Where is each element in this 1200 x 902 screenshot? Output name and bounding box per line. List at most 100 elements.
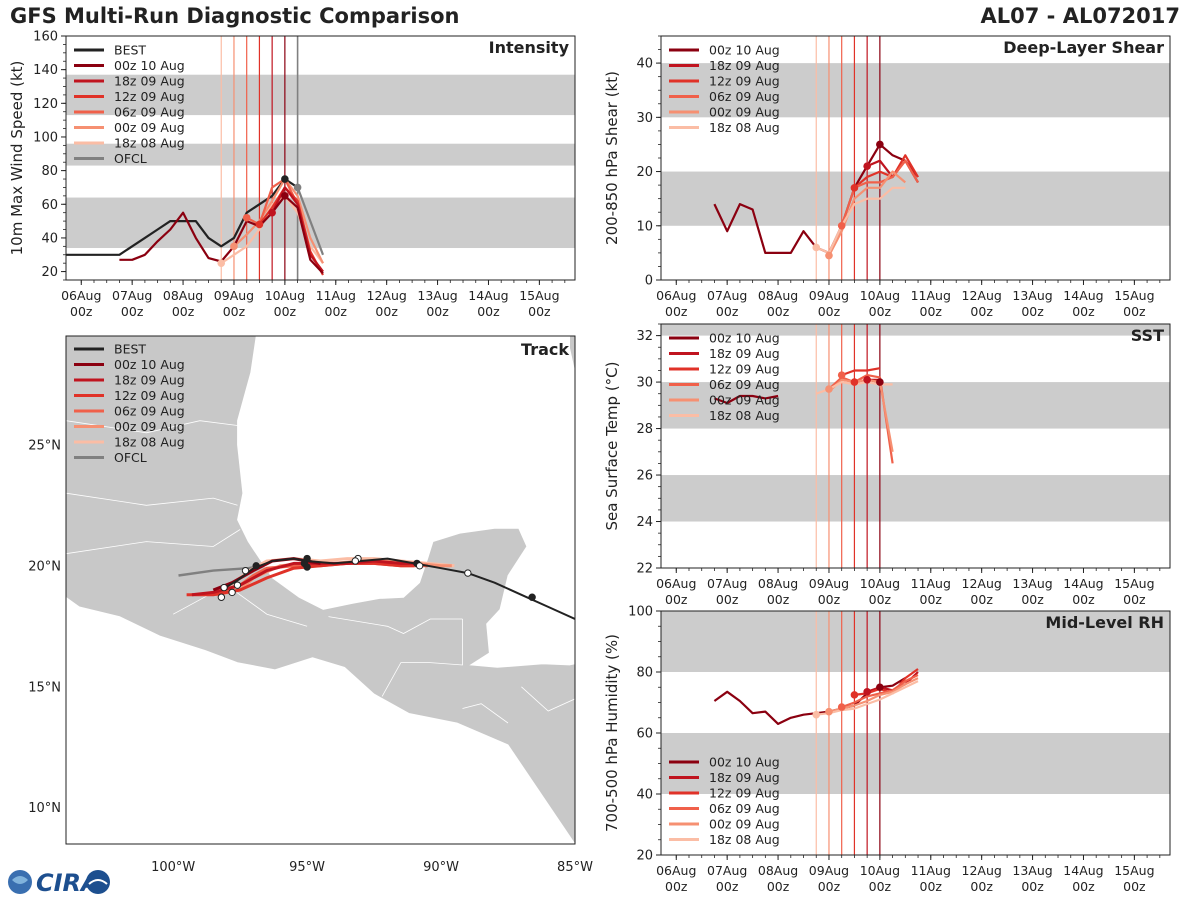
marker-run_12z09 <box>850 378 859 386</box>
shaded-band <box>66 197 575 249</box>
x-tick-label: 11Aug <box>911 576 951 591</box>
x-tick-label: 00z <box>426 304 449 319</box>
track-marker <box>233 581 242 589</box>
legend-label: 18z 09 Aug <box>709 770 780 785</box>
x-tick-label: 00z <box>767 879 790 894</box>
legend-label: 12z 09 Aug <box>114 89 185 104</box>
x-tick-label: 13Aug <box>1012 863 1052 878</box>
legend-label: 18z 09 Aug <box>114 373 185 388</box>
y-tick-label: 20 <box>41 265 58 280</box>
x-tick-label: 11Aug <box>911 288 951 303</box>
x-tick-label: 00z <box>869 879 892 894</box>
legend-label: BEST <box>114 43 146 58</box>
x-tick-label: 07Aug <box>112 288 152 303</box>
land-mass <box>66 336 575 844</box>
axes-frame <box>65 35 576 281</box>
y-tick-label: 100 <box>628 605 653 620</box>
marker-run_00z09 <box>825 251 833 260</box>
x-tick-label: 00z <box>920 592 943 607</box>
legend-label: 00z 10 Aug <box>709 331 780 346</box>
x-tick-label: 12Aug <box>962 863 1002 878</box>
legend-label: 00z 09 Aug <box>709 105 780 120</box>
y-tick-label: 20 <box>636 165 653 180</box>
x-tick-label: 00z <box>325 304 348 319</box>
x-tick-label: 00z <box>1123 304 1146 319</box>
legend-label: 12z 09 Aug <box>709 362 780 377</box>
marker-run_18z09 <box>863 375 871 384</box>
land-mass <box>569 336 575 373</box>
x-tick-label: 13Aug <box>1012 576 1052 591</box>
x-tick-label: 00z <box>869 592 892 607</box>
x-tick-label: 15Aug <box>1114 576 1154 591</box>
legend-label: 18z 08 Aug <box>709 120 780 135</box>
panel-title: Deep-Layer Shear <box>1003 38 1164 57</box>
intensity-panel: 2040608010012014016006Aug00z07Aug00z08Au… <box>8 30 576 319</box>
x-tick-label: 00z <box>223 304 246 319</box>
track-plot-area <box>66 336 575 844</box>
x-tick-label: 07Aug <box>707 288 747 303</box>
x-tick-label: 00z <box>818 879 841 894</box>
x-tick-label: 07Aug <box>707 576 747 591</box>
y-tick-label: 0 <box>645 274 653 289</box>
marker-run_00z10 <box>876 140 884 149</box>
x-tick-label: 00z <box>121 304 144 319</box>
cira-logo: CIRA <box>6 866 116 898</box>
marker-run_00z09 <box>825 707 833 716</box>
legend-label: 00z 10 Aug <box>709 755 780 770</box>
x-tick-label: 06Aug <box>61 288 101 303</box>
legend-label: 06z 09 Aug <box>114 105 185 120</box>
x-tick-label: 00z <box>818 304 841 319</box>
shaded-band <box>661 382 1170 429</box>
x-tick-label: 00z <box>1021 304 1044 319</box>
x-tick-label: 00z <box>1072 879 1095 894</box>
x-tick-label: 12Aug <box>367 288 407 303</box>
y-tick-label: 60 <box>636 727 653 742</box>
x-tick-label: 06Aug <box>656 576 696 591</box>
track-marker <box>351 557 360 565</box>
state-border <box>66 420 238 434</box>
legend-label: OFCL <box>114 151 147 166</box>
track-marker <box>217 593 226 601</box>
x-tick-label: 08Aug <box>758 576 798 591</box>
x-tick-label: 10Aug <box>860 863 900 878</box>
marker-run_00z10 <box>876 683 884 692</box>
x-tick-label: 00z <box>375 304 398 319</box>
marker-run_06z09 <box>837 221 846 230</box>
y-tick-label: 80 <box>41 164 58 179</box>
lat-tick-label: 25°N <box>28 438 61 453</box>
legend-label: 18z 08 Aug <box>709 408 780 423</box>
lat-tick-label: 15°N <box>28 680 61 695</box>
x-tick-label: 00z <box>665 879 688 894</box>
y-tick-label: 160 <box>33 30 58 45</box>
shaded-band <box>66 143 575 166</box>
legend-label: 00z 09 Aug <box>709 817 780 832</box>
map-frame <box>65 335 576 845</box>
shaded-band <box>661 733 1170 794</box>
series-line-best <box>66 177 299 256</box>
marker-run_18z08 <box>812 710 821 719</box>
marker-run_00z10 <box>281 192 289 200</box>
lat-tick-label: 20°N <box>28 559 61 574</box>
y-tick-label: 120 <box>33 97 58 112</box>
x-tick-label: 11Aug <box>316 288 356 303</box>
legend-label: 06z 09 Aug <box>709 801 780 816</box>
lon-tick-label: 90°W <box>423 860 459 875</box>
panel-title: SST <box>1131 326 1164 345</box>
marker-best <box>281 175 289 183</box>
series-line-run_12z09 <box>853 154 919 189</box>
marker-ofcl <box>293 183 302 192</box>
marker-run_18z08 <box>812 243 821 252</box>
storm-id: AL07 - AL072017 <box>980 4 1181 28</box>
marker-run_12z09 <box>850 691 859 699</box>
shaded-band <box>66 74 575 116</box>
x-tick-label: 00z <box>1072 304 1095 319</box>
track-marker <box>252 562 260 570</box>
legend-label: 00z 10 Aug <box>114 58 185 73</box>
x-tick-label: 00z <box>665 592 688 607</box>
state-border <box>521 686 575 712</box>
x-tick-label: 14Aug <box>1063 863 1103 878</box>
x-tick-label: 00z <box>767 592 790 607</box>
state-border <box>66 492 238 506</box>
